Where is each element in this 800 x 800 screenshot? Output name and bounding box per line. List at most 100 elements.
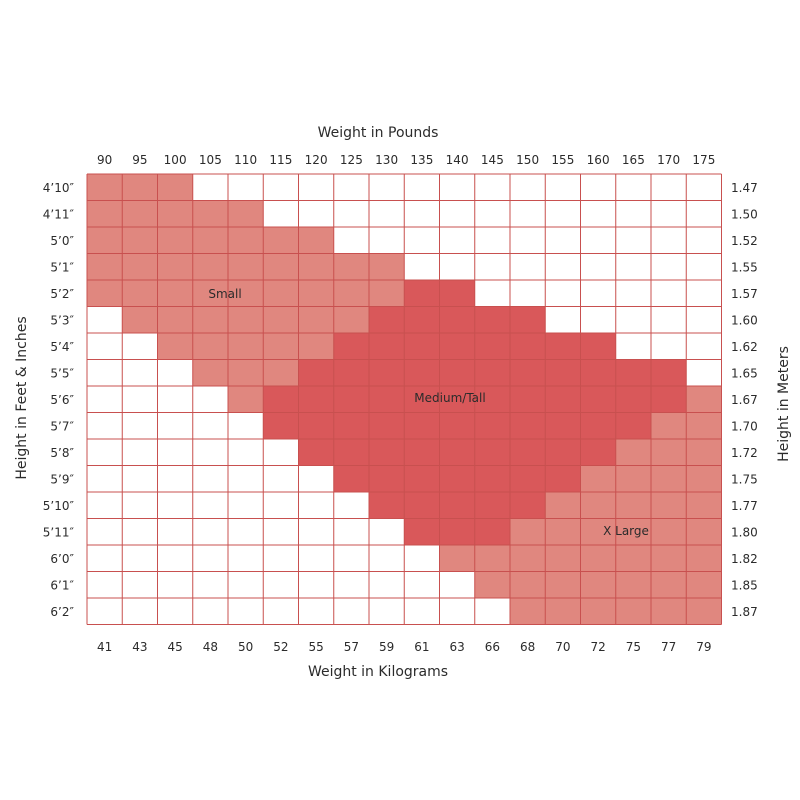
chart-cell xyxy=(439,174,475,201)
chart-cell xyxy=(545,412,581,439)
chart-cell xyxy=(615,518,651,545)
chart-cell xyxy=(439,412,475,439)
height-feet-tick-label: 5’2″ xyxy=(50,287,74,301)
chart-cell xyxy=(192,412,228,439)
chart-cell xyxy=(580,386,616,413)
chart-cell xyxy=(474,571,510,598)
chart-cell xyxy=(157,518,193,545)
chart-cell xyxy=(192,492,228,519)
chart-cell xyxy=(192,439,228,466)
chart-cell xyxy=(122,492,158,519)
chart-cell xyxy=(228,253,264,280)
kilograms-tick-label: 66 xyxy=(485,640,500,654)
chart-cell xyxy=(87,545,123,572)
chart-cell xyxy=(510,412,546,439)
chart-cell xyxy=(333,359,369,386)
chart-cell xyxy=(651,306,687,333)
chart-cell xyxy=(122,545,158,572)
height-meters-tick-label: 1.82 xyxy=(731,552,758,566)
height-meters-tick-label: 1.65 xyxy=(731,366,758,380)
height-meters-tick-label: 1.67 xyxy=(731,393,758,407)
height-feet-tick-label: 5’8″ xyxy=(50,446,74,460)
chart-cell xyxy=(157,465,193,492)
chart-cell xyxy=(122,359,158,386)
chart-cell xyxy=(580,253,616,280)
chart-cell xyxy=(369,465,405,492)
pounds-tick-label: 110 xyxy=(234,153,257,167)
chart-cell xyxy=(510,492,546,519)
chart-cell xyxy=(439,333,475,360)
chart-cell xyxy=(439,386,475,413)
chart-cell xyxy=(333,227,369,254)
chart-cell xyxy=(263,439,299,466)
chart-cell xyxy=(510,465,546,492)
chart-cell xyxy=(157,439,193,466)
chart-cell xyxy=(263,492,299,519)
chart-cell xyxy=(474,439,510,466)
chart-cell xyxy=(439,359,475,386)
kilograms-tick-label: 57 xyxy=(344,640,359,654)
chart-cell xyxy=(651,333,687,360)
chart-cell xyxy=(122,386,158,413)
chart-cell xyxy=(369,280,405,307)
kilograms-tick-label: 72 xyxy=(590,640,605,654)
chart-cell xyxy=(545,200,581,227)
bottom-axis-title: Weight in Kilograms xyxy=(308,664,448,680)
chart-cell xyxy=(122,280,158,307)
pounds-tick-label: 125 xyxy=(340,153,363,167)
chart-cell xyxy=(404,598,440,625)
chart-cell xyxy=(157,200,193,227)
chart-cell xyxy=(510,333,546,360)
height-meters-tick-label: 1.77 xyxy=(731,499,758,513)
chart-cell xyxy=(263,253,299,280)
chart-cell xyxy=(545,518,581,545)
height-feet-tick-label: 5’11″ xyxy=(43,525,75,539)
chart-cell xyxy=(580,545,616,572)
chart-cell xyxy=(369,306,405,333)
chart-cell xyxy=(157,174,193,201)
height-feet-tick-label: 5’7″ xyxy=(50,419,74,433)
chart-cell xyxy=(298,200,334,227)
kilograms-tick-label: 50 xyxy=(238,640,253,654)
chart-cell xyxy=(333,439,369,466)
chart-cell xyxy=(545,439,581,466)
chart-cell xyxy=(510,571,546,598)
chart-cell xyxy=(263,359,299,386)
chart-cell xyxy=(510,253,546,280)
chart-cell xyxy=(439,200,475,227)
height-meters-tick-labels: 1.47 1.50 1.52 1.55 1.57 1.60 1.62 1.65 1.67 1.70… xyxy=(731,181,758,619)
chart-cell xyxy=(157,280,193,307)
chart-cell xyxy=(263,200,299,227)
chart-cell xyxy=(510,386,546,413)
chart-cell xyxy=(369,253,405,280)
chart-cell xyxy=(580,465,616,492)
chart-cell xyxy=(545,306,581,333)
chart-cell xyxy=(580,439,616,466)
chart-cell xyxy=(615,280,651,307)
chart-cell xyxy=(298,174,334,201)
chart-cell xyxy=(192,306,228,333)
chart-cell xyxy=(228,386,264,413)
size-region-label: X Large xyxy=(603,524,649,538)
pounds-tick-label: 130 xyxy=(375,153,398,167)
chart-cell xyxy=(263,280,299,307)
chart-cell xyxy=(404,200,440,227)
chart-cell xyxy=(651,571,687,598)
size-region-label: Small xyxy=(208,287,241,301)
height-feet-tick-label: 6’0″ xyxy=(50,552,74,566)
chart-cell xyxy=(510,439,546,466)
chart-cell xyxy=(615,465,651,492)
chart-cell xyxy=(651,253,687,280)
chart-cell xyxy=(474,280,510,307)
chart-cell xyxy=(651,280,687,307)
chart-cell xyxy=(615,200,651,227)
chart-cell xyxy=(333,306,369,333)
chart-cell xyxy=(545,465,581,492)
chart-cell xyxy=(545,598,581,625)
chart-cell xyxy=(122,306,158,333)
chart-cell xyxy=(439,306,475,333)
chart-cell xyxy=(686,333,722,360)
chart-cell xyxy=(157,492,193,519)
chart-cell xyxy=(651,545,687,572)
kilograms-tick-labels: 41 43 45 48 50 52 55 57 59 61 63 66 68 70 72 75 77 79 xyxy=(97,640,712,654)
